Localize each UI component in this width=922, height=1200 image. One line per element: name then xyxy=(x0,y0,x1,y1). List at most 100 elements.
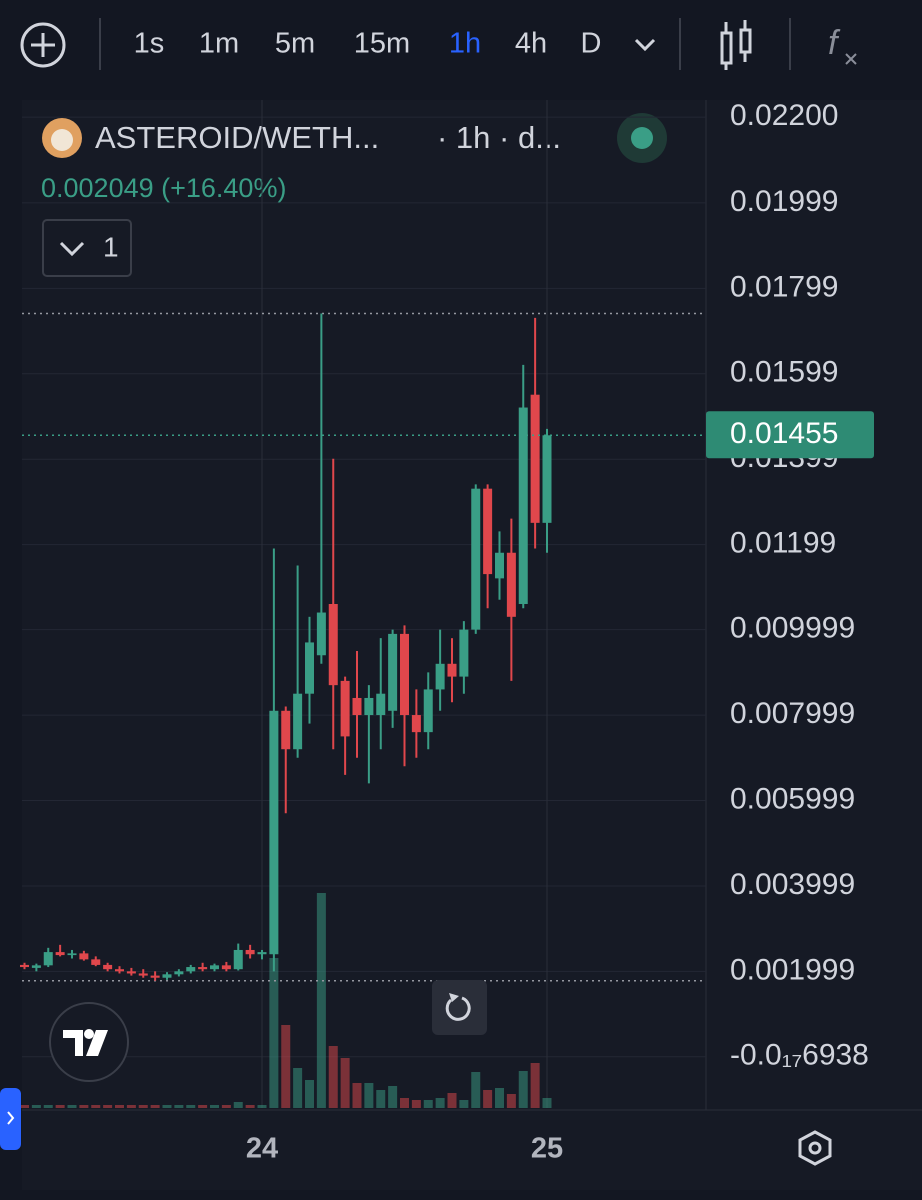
candle-body xyxy=(376,693,386,716)
candle-body xyxy=(162,974,172,978)
volume-bar xyxy=(388,1086,398,1108)
candle-body xyxy=(233,949,243,970)
candle-body xyxy=(245,949,255,955)
candle-body xyxy=(210,965,219,970)
candle-body xyxy=(115,969,124,972)
symbol: ASTEROID/WETH... xyxy=(95,120,379,155)
volume-bar xyxy=(257,1105,267,1108)
volume-bar xyxy=(293,1068,303,1108)
volume-bar xyxy=(340,1058,350,1108)
candle-body xyxy=(530,394,540,523)
volume-bar xyxy=(67,1105,77,1108)
candle-body xyxy=(328,604,338,686)
volume-bar xyxy=(530,1063,540,1108)
candle-body xyxy=(221,965,231,970)
candle-body xyxy=(459,629,469,677)
settings-icon xyxy=(808,1141,822,1155)
y-tick-label: 0.01799 xyxy=(730,270,838,303)
side-tab[interactable] xyxy=(0,1088,21,1150)
add-button[interactable] xyxy=(20,22,66,68)
candle-body xyxy=(150,975,160,978)
candle-body xyxy=(20,964,29,968)
interval-button[interactable]: 5m xyxy=(275,28,315,60)
candle-body xyxy=(103,964,113,970)
last-price-label: 0.01455 xyxy=(730,417,838,450)
candle-body xyxy=(483,488,493,575)
change: 0.002049 (+16.40%) xyxy=(41,173,286,203)
candle-body xyxy=(198,967,208,970)
y-tick-label: 0.005999 xyxy=(730,782,855,815)
interval-button[interactable]: 15m xyxy=(354,28,410,60)
y-tick-label: 0.01999 xyxy=(730,185,838,218)
candle-body xyxy=(281,710,291,750)
volume-bar xyxy=(316,893,326,1108)
volume-bar xyxy=(423,1100,433,1108)
y-tick-label: 0.009999 xyxy=(730,612,855,645)
candle-body xyxy=(352,697,362,716)
y-tick-label: 0.003999 xyxy=(730,868,855,901)
volume-bar xyxy=(162,1105,172,1108)
candle-body xyxy=(293,693,303,750)
volume-bar xyxy=(435,1098,445,1108)
candle-body xyxy=(67,953,77,956)
interval-button[interactable]: 4h xyxy=(515,28,547,60)
volume-bar xyxy=(55,1105,65,1108)
indicator-toggle[interactable] xyxy=(42,219,132,277)
y-tick-label: 0.007999 xyxy=(730,697,855,730)
volume-bar xyxy=(245,1105,255,1108)
volume-bar xyxy=(495,1088,504,1108)
interval: · 1h · d... xyxy=(437,120,561,155)
candle-body xyxy=(542,435,552,523)
candle-body xyxy=(43,952,53,966)
y-tick-label: -0.0₁₇6938 xyxy=(730,1039,869,1072)
candle-body xyxy=(388,633,398,711)
volume-bar xyxy=(376,1090,386,1108)
volume-bar xyxy=(186,1105,196,1108)
volume-bar xyxy=(483,1090,493,1108)
candle-body xyxy=(518,407,528,604)
candle-body xyxy=(411,715,421,733)
interval-button[interactable]: 1m xyxy=(199,28,239,60)
y-tick-label: 0.02200 xyxy=(730,99,838,132)
interval-button[interactable]: 1h xyxy=(449,28,481,60)
candle-body xyxy=(269,710,279,955)
volume-bar xyxy=(542,1098,552,1108)
volume-bar xyxy=(126,1105,136,1108)
y-tick-label: 0.001999 xyxy=(730,953,855,986)
candle-body xyxy=(471,488,481,630)
chart-type-button[interactable] xyxy=(720,20,752,70)
candle-body xyxy=(126,971,136,974)
reset-button[interactable] xyxy=(432,980,487,1035)
volume-bar xyxy=(79,1105,89,1108)
candle-body xyxy=(186,967,196,972)
candle-body xyxy=(423,689,433,733)
volume-bar xyxy=(233,1102,243,1108)
volume-bar xyxy=(364,1083,374,1108)
volume-bar xyxy=(150,1105,160,1108)
volume-bar xyxy=(20,1105,29,1108)
settings-button[interactable] xyxy=(798,1130,832,1166)
volume-bar xyxy=(269,958,279,1108)
candle-body xyxy=(340,680,350,737)
volume-bar xyxy=(221,1105,231,1108)
candle-body xyxy=(316,612,326,656)
indicator-count: 1 xyxy=(103,231,119,262)
interval-button[interactable]: D xyxy=(581,28,602,60)
interval-button[interactable]: 1s xyxy=(134,28,165,60)
candle-body xyxy=(305,642,314,694)
candle-body xyxy=(364,697,374,716)
volume-bar xyxy=(31,1105,41,1108)
x-tick-label: 24 xyxy=(246,1133,278,1165)
tradingview-logo[interactable] xyxy=(49,1002,129,1082)
candle-body xyxy=(138,973,148,976)
interval-dropdown[interactable] xyxy=(634,38,656,52)
volume-bar xyxy=(447,1093,457,1108)
volume-bar xyxy=(411,1100,421,1108)
volume-bar xyxy=(281,1025,291,1108)
indicators-icon xyxy=(845,53,857,65)
volume-bar xyxy=(400,1098,409,1108)
toolbar-bg xyxy=(0,0,922,90)
volume-bar xyxy=(305,1080,314,1108)
